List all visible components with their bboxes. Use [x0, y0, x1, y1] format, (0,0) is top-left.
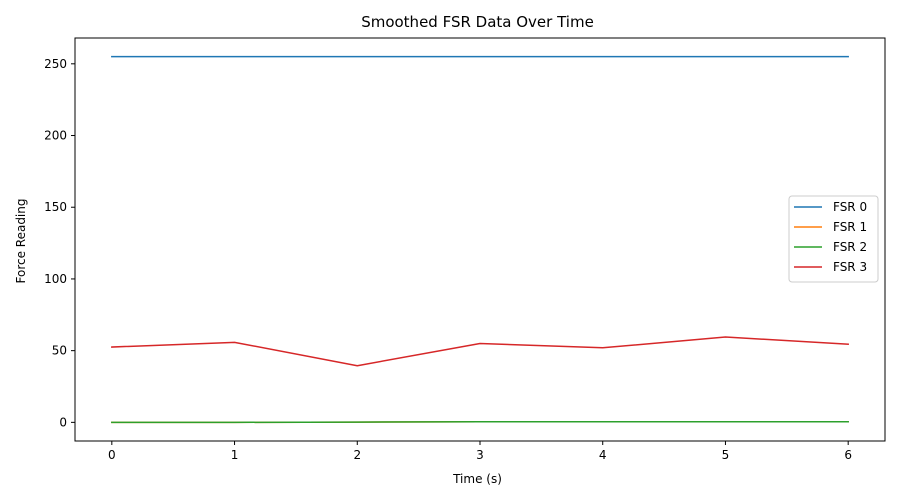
plot-frame	[74, 37, 886, 442]
y-tick-label-4: 200	[44, 129, 67, 143]
chart-title: Smoothed FSR Data Over Time	[361, 13, 594, 31]
legend-label-2: FSR 2	[833, 240, 867, 254]
legend-label-3: FSR 3	[833, 260, 867, 274]
y-tick-label-2: 100	[44, 272, 67, 286]
series-line-3	[111, 336, 849, 367]
x-tick-label-1: 1	[231, 448, 239, 462]
plot-area	[111, 55, 849, 424]
legend-label-0: FSR 0	[833, 200, 867, 214]
y-tick-label-3: 150	[44, 200, 67, 214]
y-tick-label-1: 50	[52, 344, 67, 358]
axes: 0 1 2 3 4 5 6 0 50 100 150 200 250	[44, 57, 852, 462]
legend-box	[788, 195, 879, 283]
x-tick-label-0: 0	[108, 448, 116, 462]
series-line-2	[111, 421, 849, 424]
x-axis-label: Time (s)	[452, 472, 502, 486]
y-tick-label-5: 250	[44, 57, 67, 71]
x-tick-label-2: 2	[353, 448, 361, 462]
y-axis-label: Force Reading	[14, 199, 28, 284]
x-tick-label-6: 6	[844, 448, 852, 462]
legend-label-1: FSR 1	[833, 220, 867, 234]
y-tick-label-0: 0	[59, 415, 67, 429]
x-tick-label-3: 3	[476, 448, 484, 462]
x-tick-label-5: 5	[722, 448, 730, 462]
legend: FSR 0 FSR 1 FSR 2 FSR 3	[788, 195, 879, 283]
x-tick-label-4: 4	[599, 448, 607, 462]
